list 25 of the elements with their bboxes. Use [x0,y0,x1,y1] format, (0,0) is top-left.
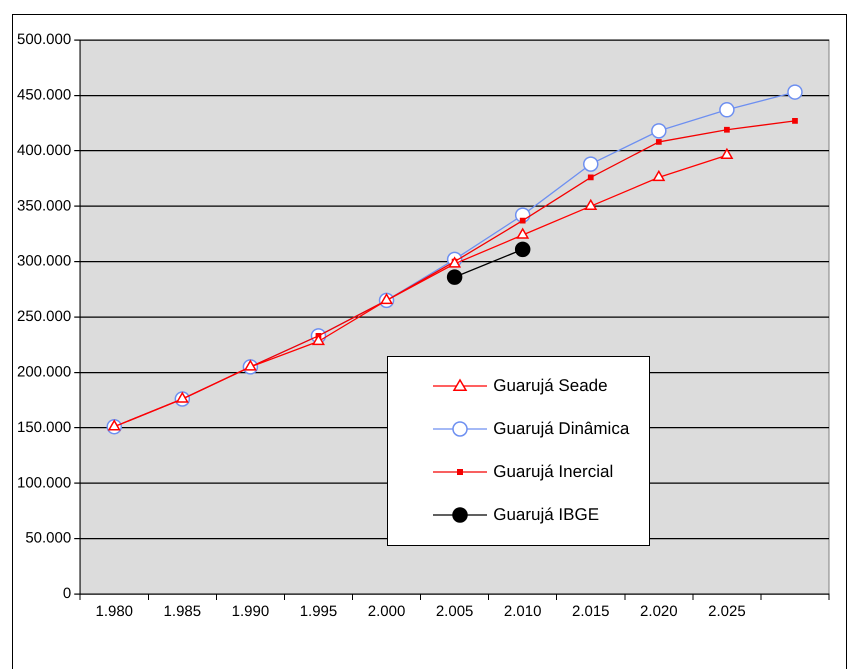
x-tick-label: 1.985 [164,603,202,620]
y-tick-label: 300.000 [16,252,72,270]
legend-label: Guarujá Seade [493,376,608,396]
x-tick-label: 1.980 [95,603,134,620]
y-tick-label: 200.000 [16,364,72,381]
x-tick-label: 2.015 [572,603,610,620]
y-tick-label: 150.000 [16,418,72,436]
x-tick-label: 2.010 [504,603,542,620]
x-tick-label: 2.020 [640,603,678,620]
x-tick-label: 2.025 [708,603,746,620]
legend-label: Guarujá Dinâmica [493,419,630,440]
y-tick-label: 50.000 [25,530,72,547]
y-tick-label: 450.000 [16,86,72,104]
x-tick-label: 2.005 [436,603,474,620]
legend-label: Guarujá Inercial [493,462,614,482]
x-tick-label: 2.000 [368,603,406,620]
x-tick-label: 1.990 [232,603,270,620]
x-tick-label: 1.995 [300,603,338,620]
y-tick-label: 100.000 [16,474,72,492]
y-tick-label: 400.000 [16,142,72,159]
y-tick-label: 350.000 [16,197,72,214]
y-tick-label: 0 [62,585,72,602]
legend-label: Guarujá IBGE [493,505,600,526]
y-tick-label: 500.000 [16,31,72,48]
y-tick-label: 250.000 [16,308,72,326]
